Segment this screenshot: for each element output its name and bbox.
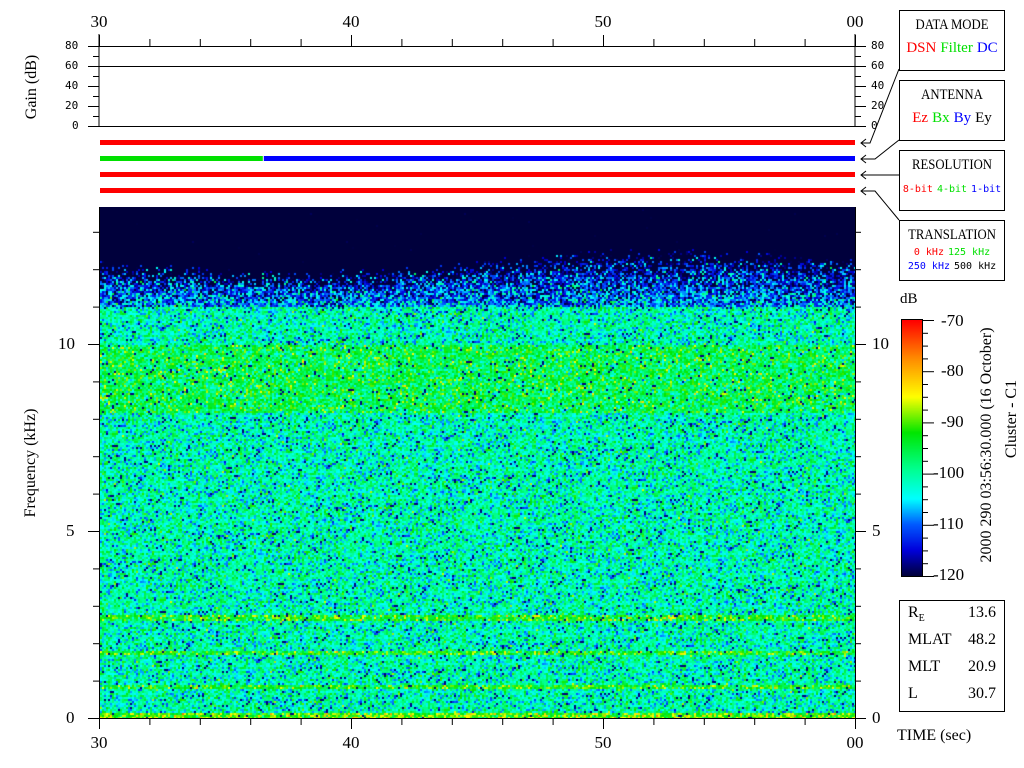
info-key: MLT [908,658,941,675]
legend-item-250khz: 250 kHz [907,261,950,272]
translation-legend: TRANSLATION 0 kHz 125 kHz 250 kHz 500 kHz [899,220,1005,281]
status-bar-segment [100,156,263,161]
gain-tick: 40 [65,79,79,92]
y-tick: 10 [58,334,75,353]
status-bar-segment [100,140,855,145]
data-mode-legend: DATA MODE DSN Filter DC [899,10,1005,71]
colorbar-tick: -110 [933,514,964,533]
translation-items: 0 kHz 125 kHz 250 kHz 500 kHz [900,246,1004,274]
gain-tick: 80 [65,39,79,52]
pointer-arrow-icon [860,138,867,148]
legend-item-filter: Filter [940,40,973,56]
y-axis-label: Frequency (kHz) [22,408,39,518]
legend-item-8-bit: 8-bit [902,184,933,195]
x-tick-top: 50 [594,12,612,31]
legend-item-1-bit: 1-bit [971,184,1002,195]
colorbar-tick: -70 [941,311,964,330]
info-row: MLT 20.9 [900,658,1004,682]
info-value: 13.6 [968,604,996,621]
legend-item-ez: Ez [912,110,929,126]
spectrogram-heatmap [100,207,855,718]
legend-pointer-line [861,190,900,221]
translation-title: TRANSLATION [908,227,996,243]
status-bar-segment [100,172,855,177]
antenna-items: Ez Bx By Ey [900,110,1004,127]
spacecraft-label: Cluster - C1 [1003,379,1020,459]
legend-item-by: By [953,110,972,126]
x-tick-top: 00 [846,12,864,31]
resolution-items: 8-bit 4-bit 1-bit [900,184,1004,195]
colorbar-tick: -120 [933,565,965,584]
x-tick-bottom: 50 [594,733,612,752]
resolution-title: RESOLUTION [911,157,993,173]
x-tick-top: 40 [342,12,360,31]
x-axis-label: TIME (sec) [897,727,972,744]
colorbar-frame [901,319,923,577]
y-tick-right: 0 [872,708,881,727]
info-value: 48.2 [968,631,996,648]
legend-item-500khz: 500 kHz [954,261,997,272]
gain-tick-right: 20 [871,99,885,112]
status-bar-segment [263,156,855,161]
pointer-arrow-icon [860,154,867,164]
antenna-title: ANTENNA [921,87,983,103]
orbit-info-box: RE 13.6 MLAT 48.2 MLT 20.9 L 30.7 [899,600,1005,712]
gain-tick-right: 60 [871,59,885,72]
legend-item-bx: Bx [932,110,950,126]
x-tick-bottom: 30 [90,733,108,752]
legend-item-125khz: 125 kHz [947,247,991,258]
pointer-arrow-icon [860,170,867,180]
gain-tick: 60 [65,59,79,72]
colorbar-label: dB [900,291,918,307]
info-row: RE 13.6 [900,604,1004,628]
gain-tick-right: 40 [871,79,885,92]
y-tick: 0 [66,708,75,727]
info-row: MLAT 48.2 [900,631,1004,655]
resolution-legend: RESOLUTION 8-bit 4-bit 1-bit [899,150,1005,211]
info-value: 20.9 [968,658,996,675]
date-label: 2000 290 03:56:30.000 (16 October) [978,327,995,563]
legend-item-ey: Ey [975,110,992,126]
x-tick-bottom: 00 [846,733,864,752]
gain-axis-label: Gain (dB) [23,54,40,120]
x-tick-bottom: 40 [342,733,360,752]
info-key: RE [908,604,925,625]
y-tick: 5 [66,521,75,540]
legend-pointer-line [861,68,900,144]
gain-tick: 20 [65,99,79,112]
y-tick-right: 10 [872,334,889,353]
gain-tick-right: 0 [871,119,878,132]
y-tick-right: 5 [872,521,881,540]
x-tick-top: 30 [90,12,108,31]
data-mode-items: DSN Filter DC [900,40,1004,57]
pointer-arrow-icon [860,186,867,196]
status-bar-segment [100,188,855,193]
legend-pointer-line [861,139,900,160]
antenna-legend: ANTENNA Ez Bx By Ey [899,80,1005,141]
data-mode-title: DATA MODE [915,17,989,33]
legend-item-4-bit: 4-bit [936,184,968,195]
info-key: L [908,685,918,702]
info-row: L 30.7 [900,685,1004,709]
gain-tick-right: 80 [871,39,885,52]
legend-item-0khz: 0 kHz [913,247,944,258]
colorbar-tick: -100 [933,463,965,482]
gain-tick: 0 [72,119,79,132]
legend-item-dsn: DSN [906,40,937,56]
colorbar-tick: -90 [941,412,964,431]
colorbar-tick: -80 [941,361,964,380]
info-key: MLAT [908,631,952,648]
colorbar [902,320,922,576]
info-value: 30.7 [968,685,996,702]
legend-item-dc: DC [976,40,998,56]
